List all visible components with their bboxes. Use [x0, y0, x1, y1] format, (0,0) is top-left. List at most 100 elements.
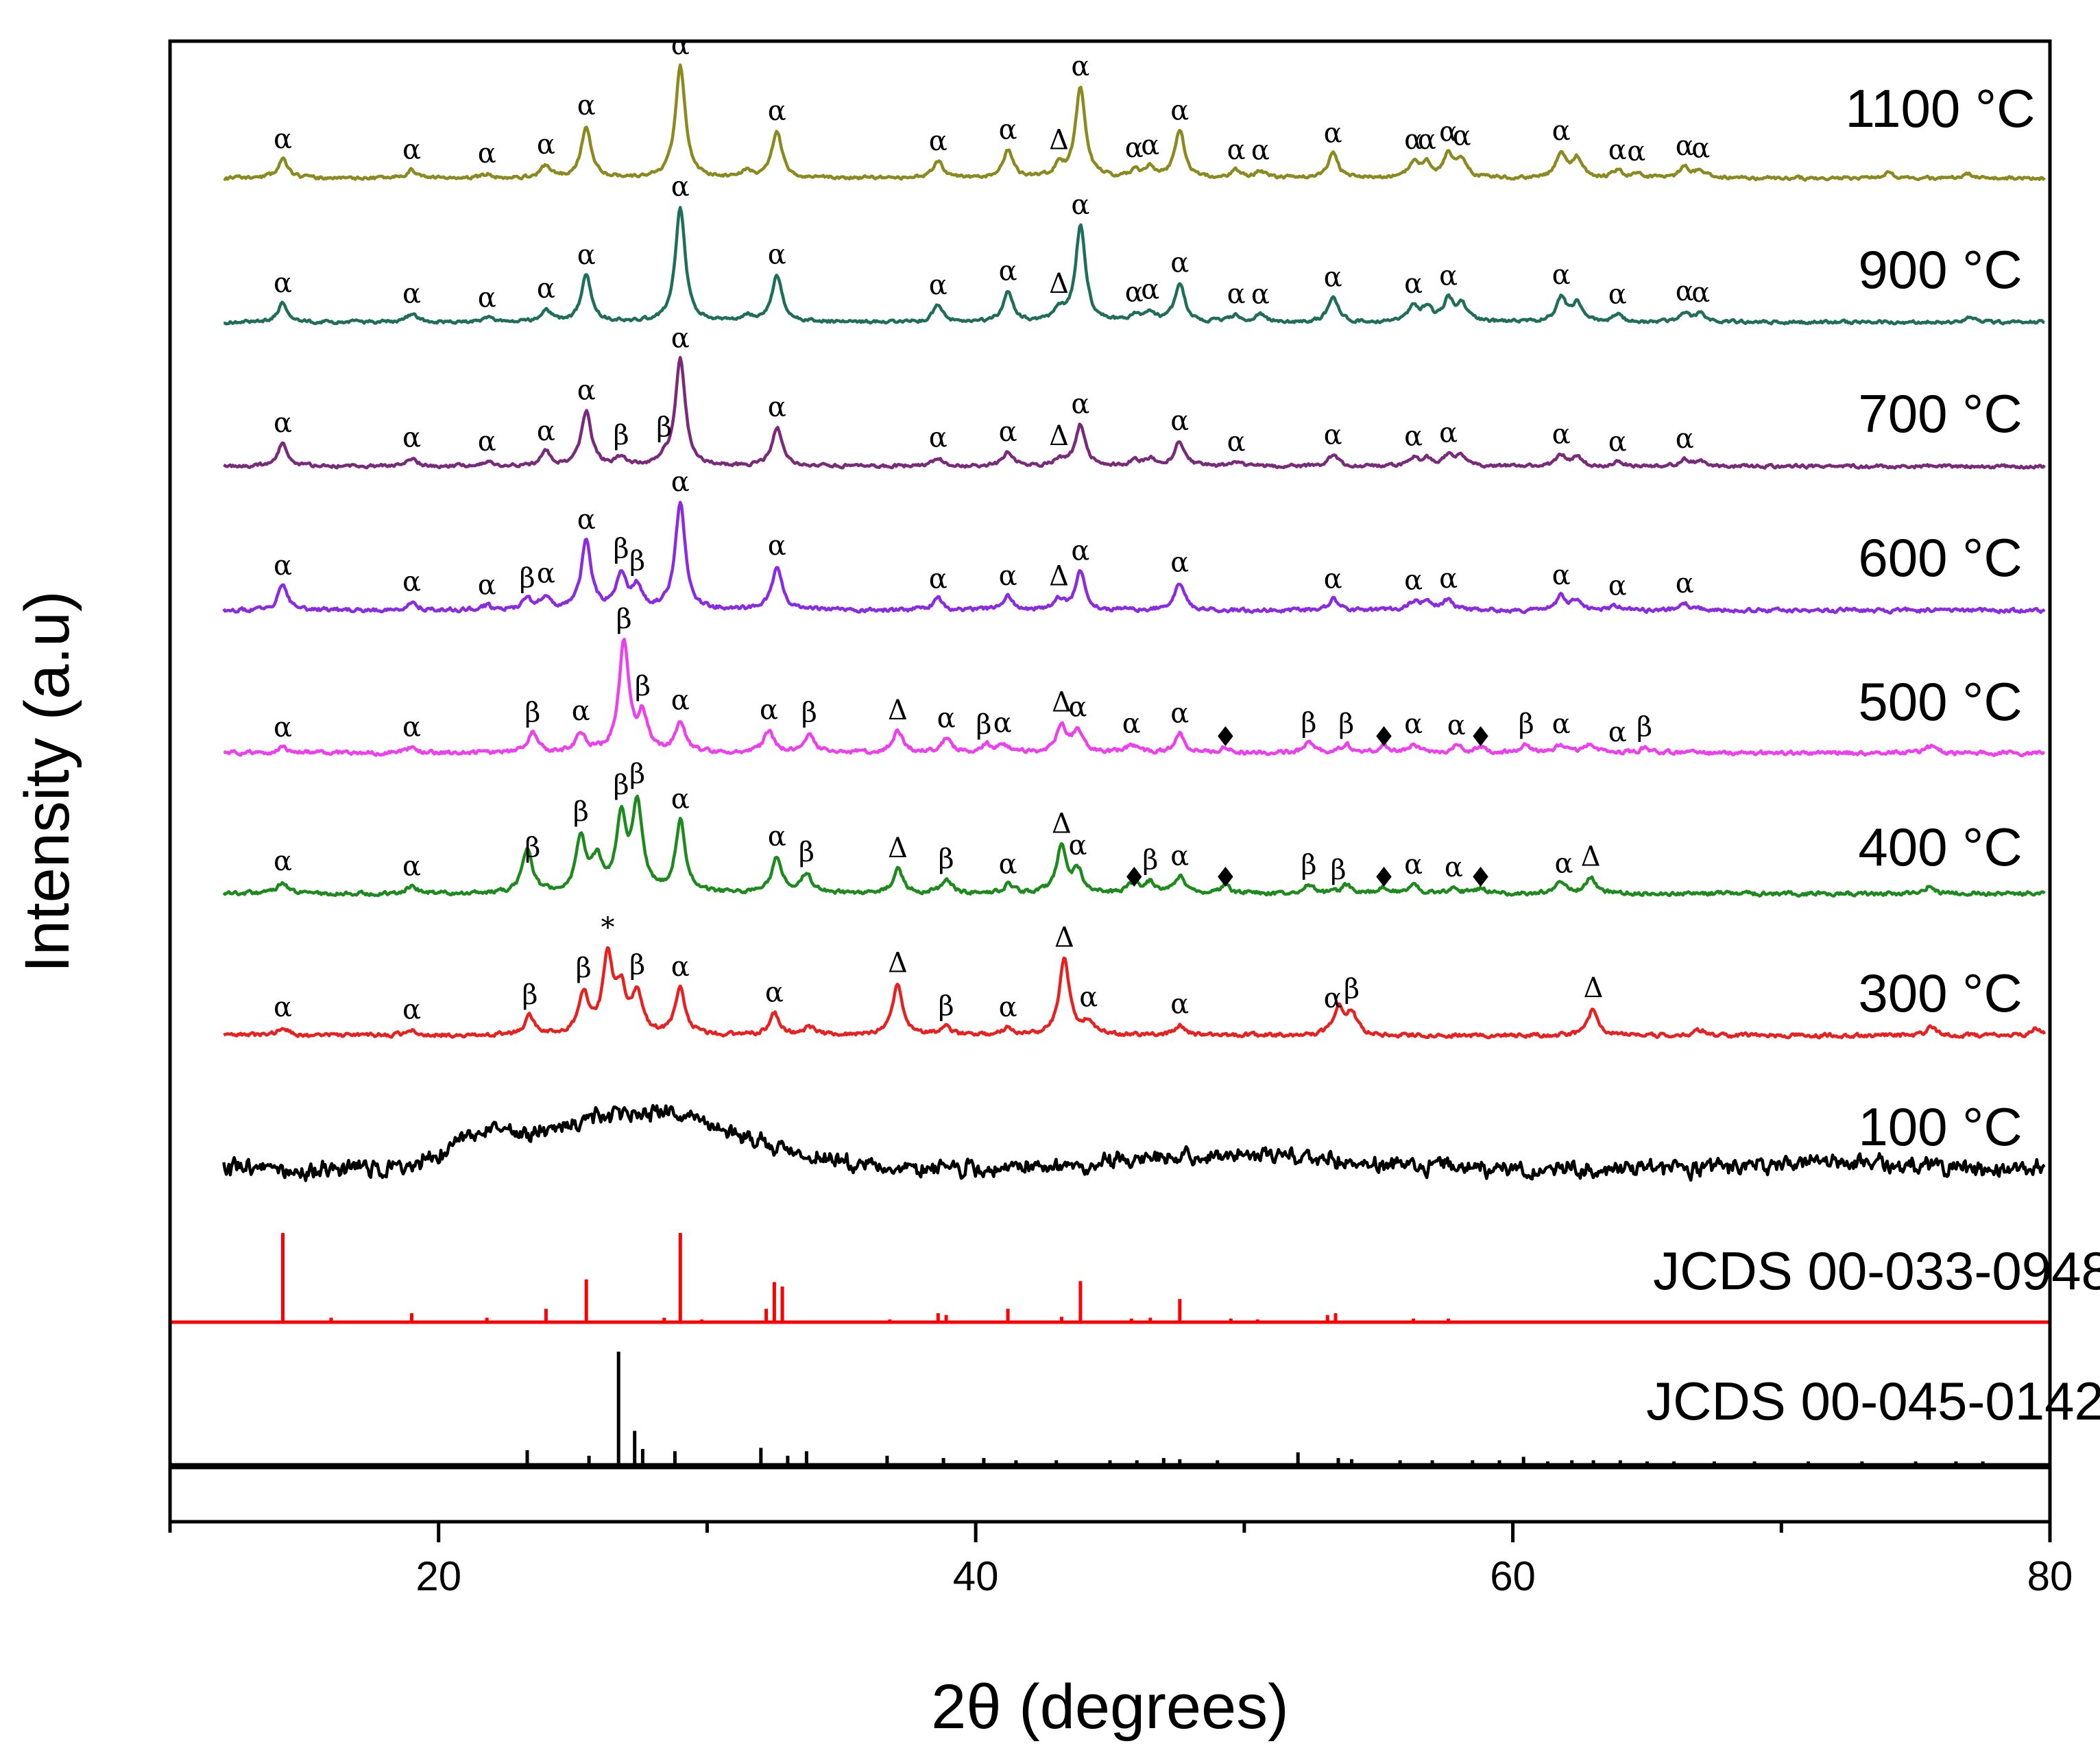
peak-label: β [1301, 849, 1316, 881]
peak-label: α [274, 123, 292, 155]
peak-label: α [1418, 124, 1436, 156]
peak-label: α [478, 570, 496, 601]
x-tick-label: 20 [415, 1553, 461, 1599]
peak-label: α [402, 712, 421, 743]
peak-label: α [929, 422, 948, 454]
peak-label: β [524, 832, 540, 863]
peak-label: α [1627, 136, 1645, 167]
peak-label: Δ [1581, 841, 1601, 872]
x-tick-label: 80 [2027, 1553, 2073, 1599]
peak-label: α [577, 239, 596, 271]
peak-label: α [1608, 570, 1627, 601]
peak-label: α [478, 426, 496, 457]
peak-label: α [1439, 563, 1458, 595]
curve-label: 300 °C [1858, 963, 2022, 1023]
peak-label: α [537, 416, 555, 447]
curve-label: 1100 °C [1846, 78, 2036, 139]
peak-label: α [999, 560, 1017, 592]
reference-label: JCDS 00-033-0948 [1653, 1241, 2100, 1301]
x-tick-label: 40 [953, 1553, 999, 1599]
peak-label: α [1404, 124, 1423, 156]
peak-label: α [999, 255, 1017, 287]
peak-label: α [1552, 259, 1571, 291]
peak-label: β [635, 671, 651, 702]
peak-label: α [1071, 389, 1089, 420]
peak-label: α [937, 703, 956, 734]
peak-label: α [1125, 132, 1144, 164]
peak-label: α [929, 563, 948, 595]
peak-label: α [768, 530, 786, 562]
peak-label: α [671, 685, 690, 717]
peak-label: α [572, 695, 590, 727]
peak-label: α [1404, 268, 1423, 300]
x-axis: 20 40 60 80 [168, 1522, 2073, 1599]
peak-label: α [577, 375, 596, 407]
peak-label: β [614, 420, 629, 451]
curve-label: 400 °C [1858, 817, 2022, 877]
peak-label: ♦ [1122, 862, 1146, 894]
peak-label: α [671, 784, 690, 815]
peak-label: α [1071, 51, 1089, 82]
peak-label: Δ [1052, 809, 1072, 840]
trace-300c [223, 946, 2047, 1040]
x-tick-label: 60 [1490, 1553, 1536, 1599]
peak-label: Δ [1049, 561, 1069, 593]
peak-label: β [656, 412, 672, 444]
peak-label: Δ [888, 695, 908, 726]
peak-label: β [1637, 712, 1652, 743]
peak-label: α [1068, 692, 1087, 723]
peak-label: β [614, 534, 629, 565]
peak-label: α [768, 392, 786, 423]
peak-label: ♦ [1213, 862, 1238, 894]
peak-label: α [1251, 279, 1270, 311]
peak-label: α [274, 992, 292, 1023]
peak-label: α [1170, 841, 1189, 872]
peak-label: α [577, 90, 596, 121]
peak-label: α [1439, 418, 1458, 449]
peak-label: α [1447, 710, 1466, 741]
peak-label: β [629, 545, 645, 577]
peak-label: α [402, 566, 421, 598]
plot-frame [168, 39, 2052, 1524]
peak-label: β [801, 697, 817, 729]
peak-label: β [976, 709, 991, 741]
peak-label: α [1404, 565, 1423, 597]
peak-label: Δ [1049, 420, 1069, 452]
peak-label: α [1324, 117, 1342, 149]
peak-label: α [274, 846, 292, 877]
peak-label: α [1552, 418, 1571, 450]
trace-500c [223, 637, 2045, 758]
trace-100c [222, 1103, 2046, 1182]
peak-label: ♦ [1469, 862, 1493, 894]
peak-label: α [1404, 849, 1423, 881]
peak-label: α [929, 125, 948, 157]
peak-label: Δ [1049, 268, 1069, 300]
peak-label: β [524, 697, 540, 729]
peak-label: β [519, 562, 535, 594]
peak-label: Δ [888, 833, 908, 864]
peak-label: α [1404, 421, 1423, 453]
peak-label: α [537, 273, 555, 304]
peak-label: α [1324, 420, 1342, 451]
peak-label: α [1071, 536, 1089, 567]
peak-label: ♦ [1372, 721, 1397, 753]
peak-label: α [1324, 261, 1342, 293]
curve-label: 600 °C [1858, 527, 2022, 588]
peak-label: α [274, 550, 292, 582]
curve-label: 100 °C [1858, 1097, 2022, 1157]
peak-label: α [999, 992, 1017, 1023]
peak-label: α [999, 416, 1017, 448]
peak-label: α [537, 129, 555, 160]
peak-label: * [601, 912, 615, 944]
peak-label: α [537, 558, 555, 590]
peak-label: α [1079, 981, 1098, 1013]
peak-label: β [1338, 708, 1354, 740]
traces-group [222, 63, 2047, 1182]
x-axis-label: 2θ (degrees) [931, 1672, 1289, 1742]
peak-label: α [274, 267, 292, 299]
peak-label: α [1227, 134, 1246, 166]
peak-label: Δ [1054, 922, 1074, 954]
peak-label: α [577, 504, 596, 536]
peak-label: α [1608, 717, 1627, 748]
